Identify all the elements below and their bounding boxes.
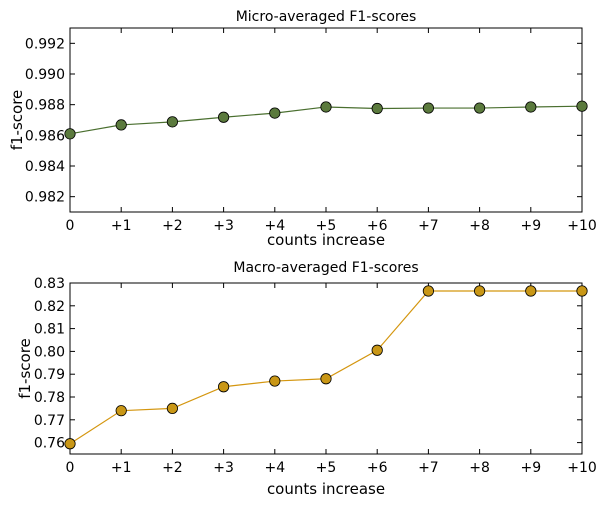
micro-data-point — [166, 116, 178, 128]
micro-xtick-label: +1 — [111, 218, 132, 234]
micro-xtick-label: +2 — [162, 218, 183, 234]
micro-data-point — [525, 101, 537, 113]
micro-chart-title: Micro-averaged F1-scores — [236, 9, 417, 25]
micro-yaxis-label: f1-score — [8, 90, 26, 151]
macro-xtick-label: +3 — [213, 460, 234, 476]
micro-xtick-label: +9 — [520, 218, 541, 234]
macro-xtick-label: +7 — [418, 460, 439, 476]
macro-xtick-label: +4 — [264, 460, 285, 476]
macro-yaxis-label: f1-score — [16, 338, 34, 399]
macro-ytick-label: 0.76 — [34, 436, 65, 452]
macro-ytick-label: 0.80 — [34, 344, 65, 360]
macro-xtick-label: +10 — [567, 460, 597, 476]
macro-data-point — [64, 438, 76, 450]
micro-xtick-label: 0 — [66, 218, 75, 234]
micro-xtick-label: +5 — [316, 218, 337, 234]
micro-xtick-label: +3 — [213, 218, 234, 234]
macro-data-point — [525, 285, 537, 297]
macro-xtick-label: +2 — [162, 460, 183, 476]
micro-ytick-label: 0.982 — [25, 190, 65, 206]
macro-chart-title: Macro-averaged F1-scores — [233, 260, 418, 276]
micro-data-point — [320, 101, 332, 113]
macro-data-point — [371, 344, 383, 356]
micro-xtick-label: +6 — [367, 218, 388, 234]
micro-plot-frame — [69, 27, 583, 213]
macro-data-point — [115, 405, 127, 417]
micro-data-point — [64, 128, 76, 140]
macro-data-point — [320, 373, 332, 385]
macro-plot-frame — [69, 282, 583, 455]
micro-data-point — [473, 102, 486, 114]
micro-data-point — [115, 119, 127, 131]
macro-data-point — [473, 285, 486, 297]
micro-xtick-label: +7 — [418, 218, 439, 234]
micro-ytick-label: 0.984 — [25, 159, 65, 175]
macro-ytick-label: 0.79 — [34, 367, 65, 383]
micro-xaxis-label: counts increase — [267, 231, 385, 249]
macro-ytick-label: 0.81 — [34, 322, 65, 338]
micro-ytick-label: 0.992 — [25, 36, 65, 52]
macro-xtick-label: +8 — [469, 460, 490, 476]
macro-xtick-label: +5 — [316, 460, 337, 476]
micro-data-point — [422, 102, 434, 114]
macro-ytick-label: 0.82 — [34, 299, 65, 315]
macro-xaxis-label: counts increase — [267, 480, 385, 498]
macro-data-point — [422, 285, 434, 297]
macro-xtick-label: +1 — [111, 460, 132, 476]
micro-data-point — [371, 102, 383, 115]
micro-data-point — [576, 100, 588, 112]
micro-ytick-label: 0.988 — [25, 98, 65, 114]
micro-xtick-label: +4 — [264, 218, 285, 234]
macro-series-line — [69, 290, 582, 445]
micro-ytick-label: 0.986 — [25, 128, 65, 144]
micro-xtick-label: +8 — [469, 218, 490, 234]
micro-data-point — [218, 111, 230, 123]
macro-ytick-label: 0.83 — [34, 276, 65, 292]
macro-data-point — [218, 381, 230, 393]
macro-xtick-label: +6 — [367, 460, 388, 476]
macro-xtick-label: 0 — [66, 460, 75, 476]
micro-data-point — [269, 107, 281, 119]
macro-data-point — [166, 402, 178, 414]
macro-data-point — [269, 375, 281, 387]
macro-xtick-label: +9 — [520, 460, 541, 476]
macro-ytick-label: 0.77 — [34, 413, 65, 429]
micro-ytick-label: 0.990 — [25, 67, 65, 83]
micro-xtick-label: +10 — [567, 218, 597, 234]
macro-data-point — [576, 285, 588, 297]
macro-ytick-label: 0.78 — [34, 390, 65, 406]
